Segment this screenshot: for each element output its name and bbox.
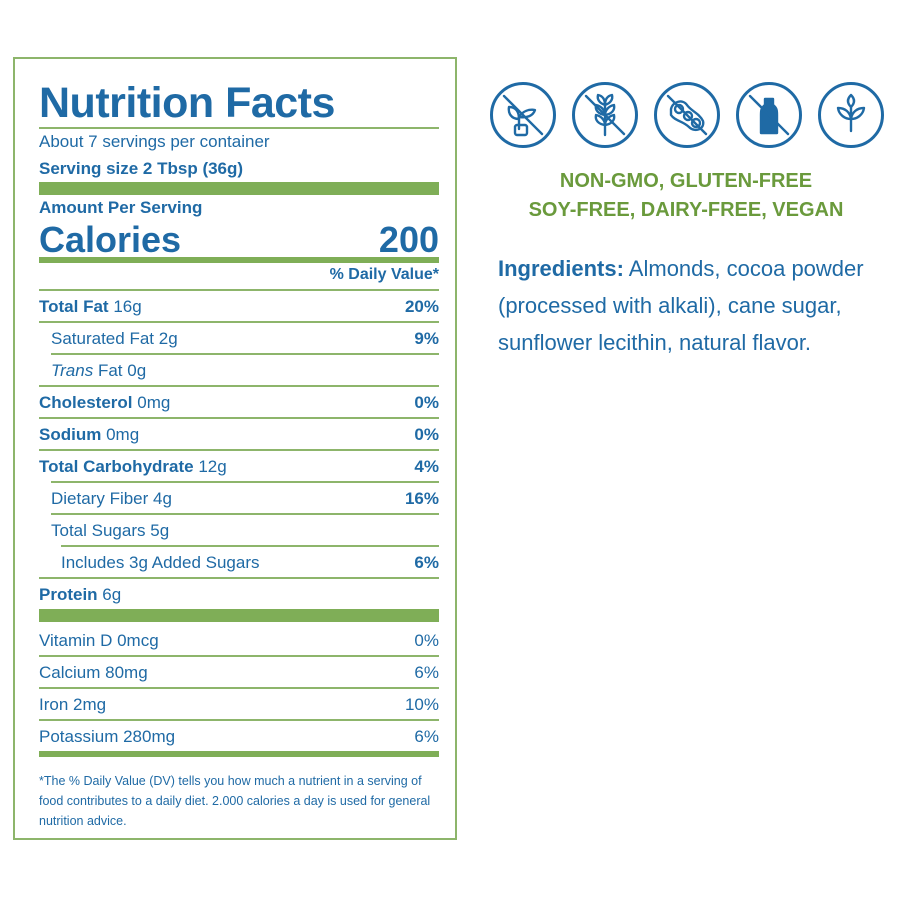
dietary-badges: [490, 82, 884, 154]
nutrient-row-saturated-fat: Saturated Fat 2g: [51, 329, 178, 348]
dv-sodium: 0%: [414, 425, 439, 444]
divider: [39, 417, 439, 419]
dv-saturated-fat: 9%: [414, 329, 439, 348]
daily-value-header: % Daily Value*: [329, 266, 439, 283]
thick-divider: [39, 609, 439, 622]
ingredients-text: Ingredients: Almonds, cocoa powder (proc…: [498, 250, 888, 361]
no-soy-icon: [654, 82, 720, 148]
daily-value-footnote: *The % Daily Value (DV) tells you how mu…: [39, 774, 431, 828]
divider: [61, 545, 439, 547]
divider: [51, 481, 439, 483]
nutrient-row-total-sugars: Total Sugars 5g: [51, 521, 170, 540]
footnote-divider: [39, 751, 439, 757]
nutrient-row-protein: Protein 6g: [39, 585, 122, 604]
thick-divider: [39, 182, 439, 195]
nutrition-facts-panel: Nutrition Facts About 7 servings per con…: [13, 57, 457, 840]
nutrient-row-sodium: Sodium 0mg: [39, 425, 140, 444]
vitamin-row-potassium: Potassium 280mg: [39, 727, 176, 746]
amount-per-serving: Amount Per Serving: [39, 198, 203, 217]
calories-label: Calories: [39, 219, 182, 260]
nutrient-row-cholesterol: Cholesterol 0mg: [39, 393, 171, 412]
nutrient-row-trans-fat: Trans Fat 0g: [51, 361, 147, 380]
nutrient-row-added-sugars: Includes 3g Added Sugars: [61, 553, 260, 572]
dv-total-fat: 20%: [404, 297, 439, 316]
no-gluten-icon: [572, 82, 638, 148]
divider: [39, 321, 439, 323]
dv-potassium: 6%: [414, 727, 439, 746]
divider: [39, 127, 439, 129]
vitamin-row-iron: Iron 2mg: [39, 695, 107, 714]
divider: [51, 513, 439, 515]
divider: [39, 655, 439, 657]
dv-dietary-fiber: 16%: [404, 489, 439, 508]
nutrient-row-total-carbohydrate: Total Carbohydrate 12g: [39, 457, 227, 476]
nutrient-row-dietary-fiber: Dietary Fiber 4g: [51, 489, 172, 508]
dv-iron: 10%: [404, 695, 439, 714]
divider: [39, 385, 439, 387]
vitamin-row-vitamin-d: Vitamin D 0mcg: [39, 631, 159, 650]
vitamin-row-calcium: Calcium 80mg: [39, 663, 148, 682]
ingredients-list: Almonds, cocoa powder (processed with al…: [498, 256, 864, 355]
dv-vitamin-d: 0%: [414, 631, 439, 650]
calories-divider: [39, 257, 439, 263]
no-dairy-icon: [736, 82, 802, 148]
serving-size: Serving size 2 Tbsp (36g): [39, 159, 244, 178]
divider: [39, 719, 439, 721]
divider: [39, 687, 439, 689]
dv-total-carbohydrate: 4%: [414, 457, 439, 476]
nutrition-facts-title: Nutrition Facts: [39, 79, 335, 127]
ingredients-label: Ingredients:: [498, 256, 624, 281]
divider: [51, 353, 439, 355]
dv-cholesterol: 0%: [414, 393, 439, 412]
divider: [39, 577, 439, 579]
servings-per-container: About 7 servings per container: [39, 132, 270, 151]
dv-calcium: 6%: [414, 663, 439, 682]
no-gmo-icon: [490, 82, 556, 148]
dv-added-sugars: 6%: [414, 553, 439, 572]
dietary-claims-line-2: SOY-FREE, DAIRY-FREE, VEGAN: [528, 199, 844, 221]
calories-value: 200: [378, 219, 439, 260]
divider: [39, 289, 439, 291]
vegan-leaf-icon: [818, 82, 884, 148]
nutrient-row-total-fat: Total Fat 16g: [39, 297, 142, 316]
divider: [39, 449, 439, 451]
dietary-claims-line-1: NON-GMO, GLUTEN-FREE: [559, 170, 813, 192]
